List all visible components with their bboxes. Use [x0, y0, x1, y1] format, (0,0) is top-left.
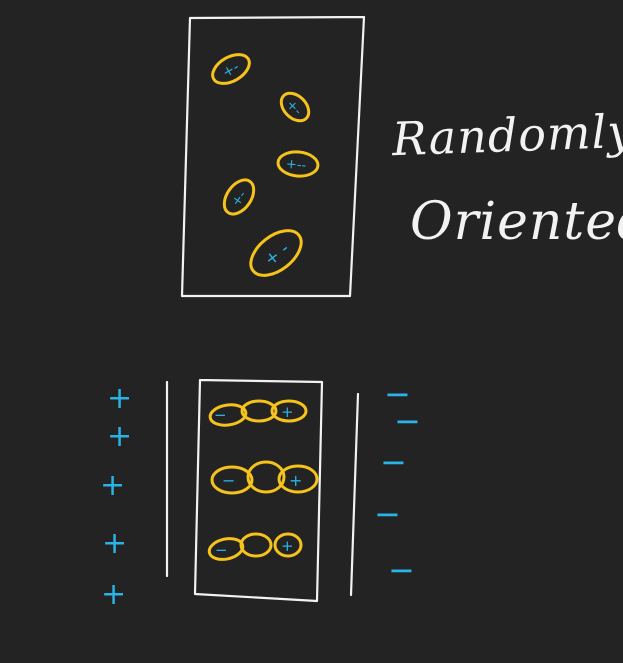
- plus-charge-1: +: [107, 381, 132, 416]
- right-plate: [349, 392, 360, 597]
- plus-charge-4: +: [102, 526, 127, 561]
- right-plate-charges: − − − − −: [374, 375, 421, 589]
- aligned-dipole-row-1: − +: [208, 399, 308, 427]
- svg-text:+--: +--: [285, 157, 307, 174]
- aligned-dipole-row-2: − +: [210, 460, 319, 495]
- minus-charge-1: −: [384, 375, 411, 413]
- svg-text:+: +: [281, 537, 294, 555]
- top-container-outline: [180, 15, 366, 298]
- svg-text:+: +: [281, 403, 294, 421]
- dipole-3: +--: [276, 150, 320, 178]
- svg-text:−: −: [214, 406, 227, 424]
- minus-charge-3: −: [380, 443, 407, 481]
- minus-charge-2: −: [394, 402, 421, 440]
- minus-charge-4: −: [374, 495, 401, 533]
- label-oriented: Oriented: [410, 192, 623, 252]
- svg-text:+-: +-: [220, 59, 243, 81]
- aligned-dipole-row-3: − +: [207, 532, 303, 561]
- label-randomly: Randomly: [391, 103, 623, 167]
- dipole-1: +-: [211, 53, 251, 85]
- plus-charge-5: +: [101, 577, 126, 612]
- bottom-container-outline: [193, 378, 324, 603]
- dipole-5: + -: [249, 229, 303, 277]
- svg-text:−: −: [215, 541, 228, 559]
- dipole-4: +-: [222, 178, 256, 216]
- svg-text:+-: +-: [229, 188, 250, 210]
- plus-charge-3: +: [100, 468, 125, 503]
- minus-charge-5: −: [388, 551, 415, 589]
- plus-charge-2: +: [107, 419, 132, 454]
- left-plate-charges: + + + + +: [100, 381, 132, 612]
- svg-text:−: −: [222, 471, 235, 490]
- dipole-2: +-: [279, 91, 311, 123]
- svg-text:+: +: [289, 471, 302, 490]
